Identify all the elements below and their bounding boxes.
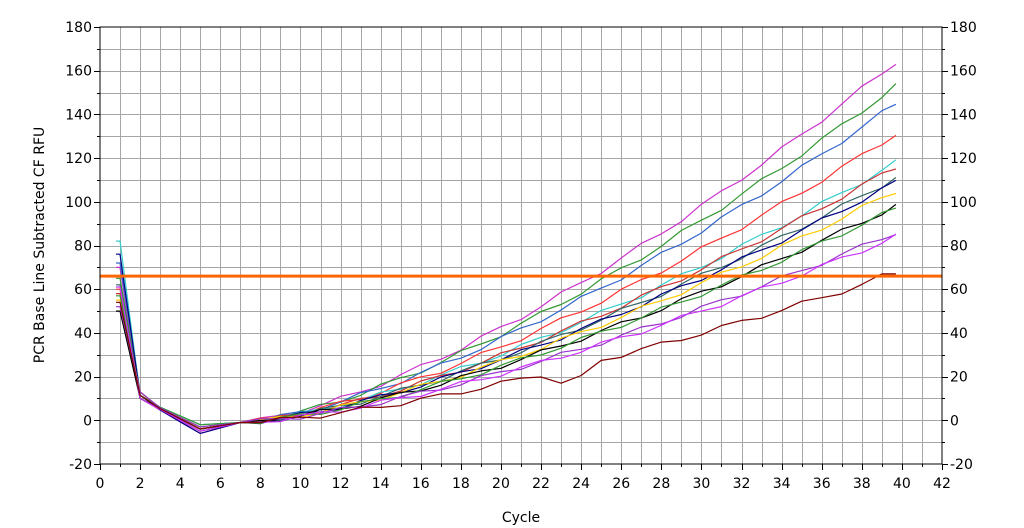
x-tick-label: 22 [532,476,550,492]
x-tick-label: 42 [933,476,951,492]
series-layer [116,63,897,434]
y-tick-label-left: 140 [65,107,92,123]
x-tick-label: 28 [652,476,670,492]
x-tick-label: 16 [412,476,430,492]
x-tick-label: 32 [733,476,751,492]
y-tick-label-left: 80 [74,239,92,255]
y-tick-label-left: 100 [65,195,92,211]
x-tick-label: 12 [332,476,350,492]
y-tick-label-right: -20 [950,457,973,473]
x-tick-label: 0 [96,476,105,492]
y-tick-label-left: 20 [74,370,92,386]
x-tick-label: 24 [572,476,590,492]
y-tick-label-left: 120 [65,151,92,167]
x-tick-label: 2 [136,476,145,492]
y-tick-label-right: 180 [950,20,977,36]
y-tick-label-right: 160 [950,64,977,80]
grid [100,27,942,464]
y-tick-label-right: 80 [950,239,968,255]
y-tick-labels-right: -20 0 20 40 60 80 100 120 140 160 180 [950,20,977,473]
x-tick-label: 38 [853,476,871,492]
x-tick-label: 20 [492,476,510,492]
y-tick-label-left: 180 [65,20,92,36]
y-tick-label-right: 40 [950,326,968,342]
y-axis-title: PCR Base Line Subtracted CF RFU [32,127,48,363]
x-tick-label: 36 [813,476,831,492]
x-axis-title: Cycle [502,510,540,526]
series-line-14 [116,273,896,430]
x-tick-labels: 0 2 4 6 8 10 12 14 16 18 20 22 24 26 28 30 32 34 36 38 40 42 [96,476,951,492]
x-tick-label: 10 [292,476,310,492]
x-tick-label: 6 [216,476,225,492]
y-tick-label-right: 140 [950,107,977,123]
x-tick-label: 14 [372,476,390,492]
x-tick-label: 30 [693,476,711,492]
x-tick-label: 34 [773,476,791,492]
axis-ticks [94,27,948,470]
x-tick-label: 8 [256,476,265,492]
y-tick-label-left: 160 [65,64,92,80]
y-tick-label-left: 40 [74,326,92,342]
x-tick-label: 26 [612,476,630,492]
y-tick-label-right: 100 [950,195,977,211]
y-tick-label-right: 0 [950,413,959,429]
y-tick-label-right: 60 [950,282,968,298]
y-tick-label-left: -20 [69,457,92,473]
x-tick-label: 18 [452,476,470,492]
y-tick-label-right: 20 [950,370,968,386]
y-tick-label-right: 120 [950,151,977,167]
y-tick-label-left: 60 [74,282,92,298]
y-tick-labels-left: -20 0 20 40 60 80 100 120 140 160 180 [65,20,92,473]
x-tick-label: 4 [176,476,185,492]
y-tick-label-left: 0 [83,413,92,429]
x-tick-label: 40 [893,476,911,492]
